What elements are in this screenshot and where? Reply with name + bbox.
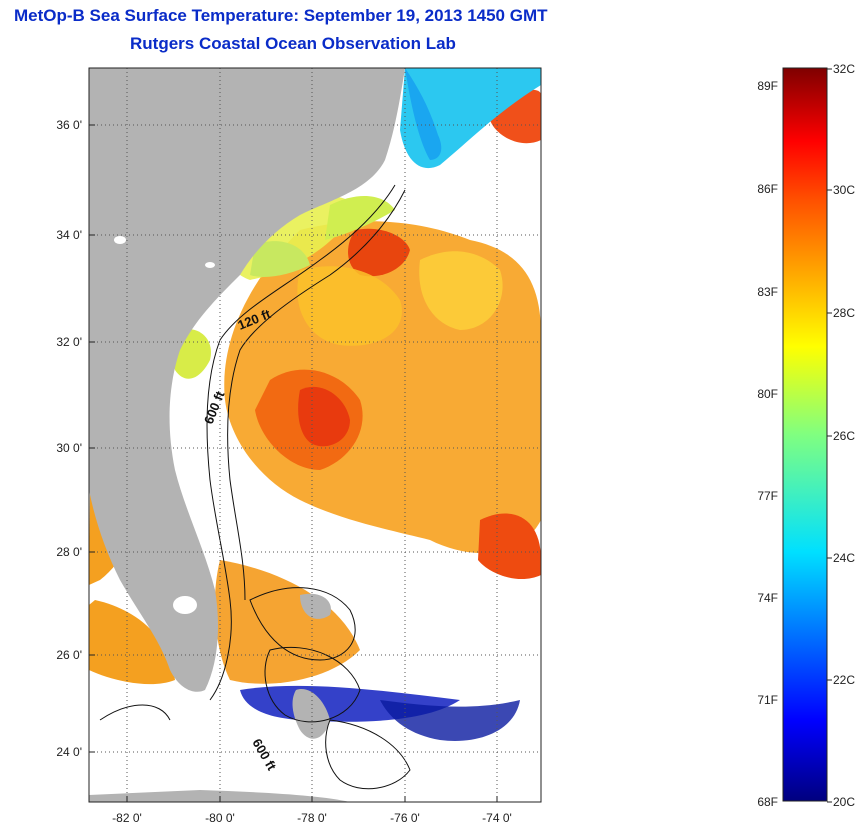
lon-tick-label: -78 0' [297, 811, 327, 825]
colorbar-c-label: 24C [833, 551, 855, 565]
colorbar-c-label: 22C [833, 673, 855, 687]
colorbar-f-label: 74F [757, 591, 778, 605]
sst-field [89, 89, 541, 685]
lat-tick-label: 30 0' [56, 441, 82, 455]
lon-tick-label: -74 0' [482, 811, 512, 825]
longitude-ticks: -82 0' -80 0' -78 0' -76 0' -74 0' [112, 796, 512, 825]
lat-tick-label: 24 0' [56, 745, 82, 759]
colorbar-celsius-labels: 32C 30C 28C 26C 24C 22C 20C [827, 62, 855, 809]
map-title: MetOp-B Sea Surface Temperature: Septemb… [14, 6, 548, 25]
inland-lakes [114, 236, 215, 614]
lat-tick-label: 34 0' [56, 228, 82, 242]
lon-tick-label: -76 0' [390, 811, 420, 825]
colorbar-c-label: 20C [833, 795, 855, 809]
lon-tick-label: -82 0' [112, 811, 142, 825]
colorbar-c-label: 26C [833, 429, 855, 443]
map-subtitle: Rutgers Coastal Ocean Observation Lab [130, 34, 456, 53]
latitude-ticks: 36 0' 34 0' 32 0' 30 0' 28 0' 26 0' 24 0' [56, 118, 95, 759]
colorbar-f-label: 77F [757, 489, 778, 503]
colorbar-f-label: 86F [757, 182, 778, 196]
colorbar-f-label: 89F [757, 79, 778, 93]
colorbar-f-label: 83F [757, 285, 778, 299]
lat-tick-label: 32 0' [56, 335, 82, 349]
colorbar-f-label: 80F [757, 387, 778, 401]
lat-tick-label: 36 0' [56, 118, 82, 132]
bathymetry-contours [99, 184, 411, 790]
map-frame [88, 67, 542, 803]
colorbar-f-label: 68F [757, 795, 778, 809]
colorbar-c-label: 30C [833, 183, 855, 197]
lon-tick-label: -80 0' [205, 811, 235, 825]
colorbar-fahrenheit-labels: 89F 86F 83F 80F 77F 74F 71F 68F [757, 79, 778, 809]
lat-tick-label: 26 0' [56, 648, 82, 662]
colorbar-c-label: 28C [833, 306, 855, 320]
lat-tick-label: 28 0' [56, 545, 82, 559]
cool-nearshore-water [89, 68, 541, 802]
colorbar-gradient [782, 67, 828, 802]
graticule [89, 68, 541, 802]
colorbar-c-label: 32C [833, 62, 855, 76]
colorbar-f-label: 71F [757, 693, 778, 707]
